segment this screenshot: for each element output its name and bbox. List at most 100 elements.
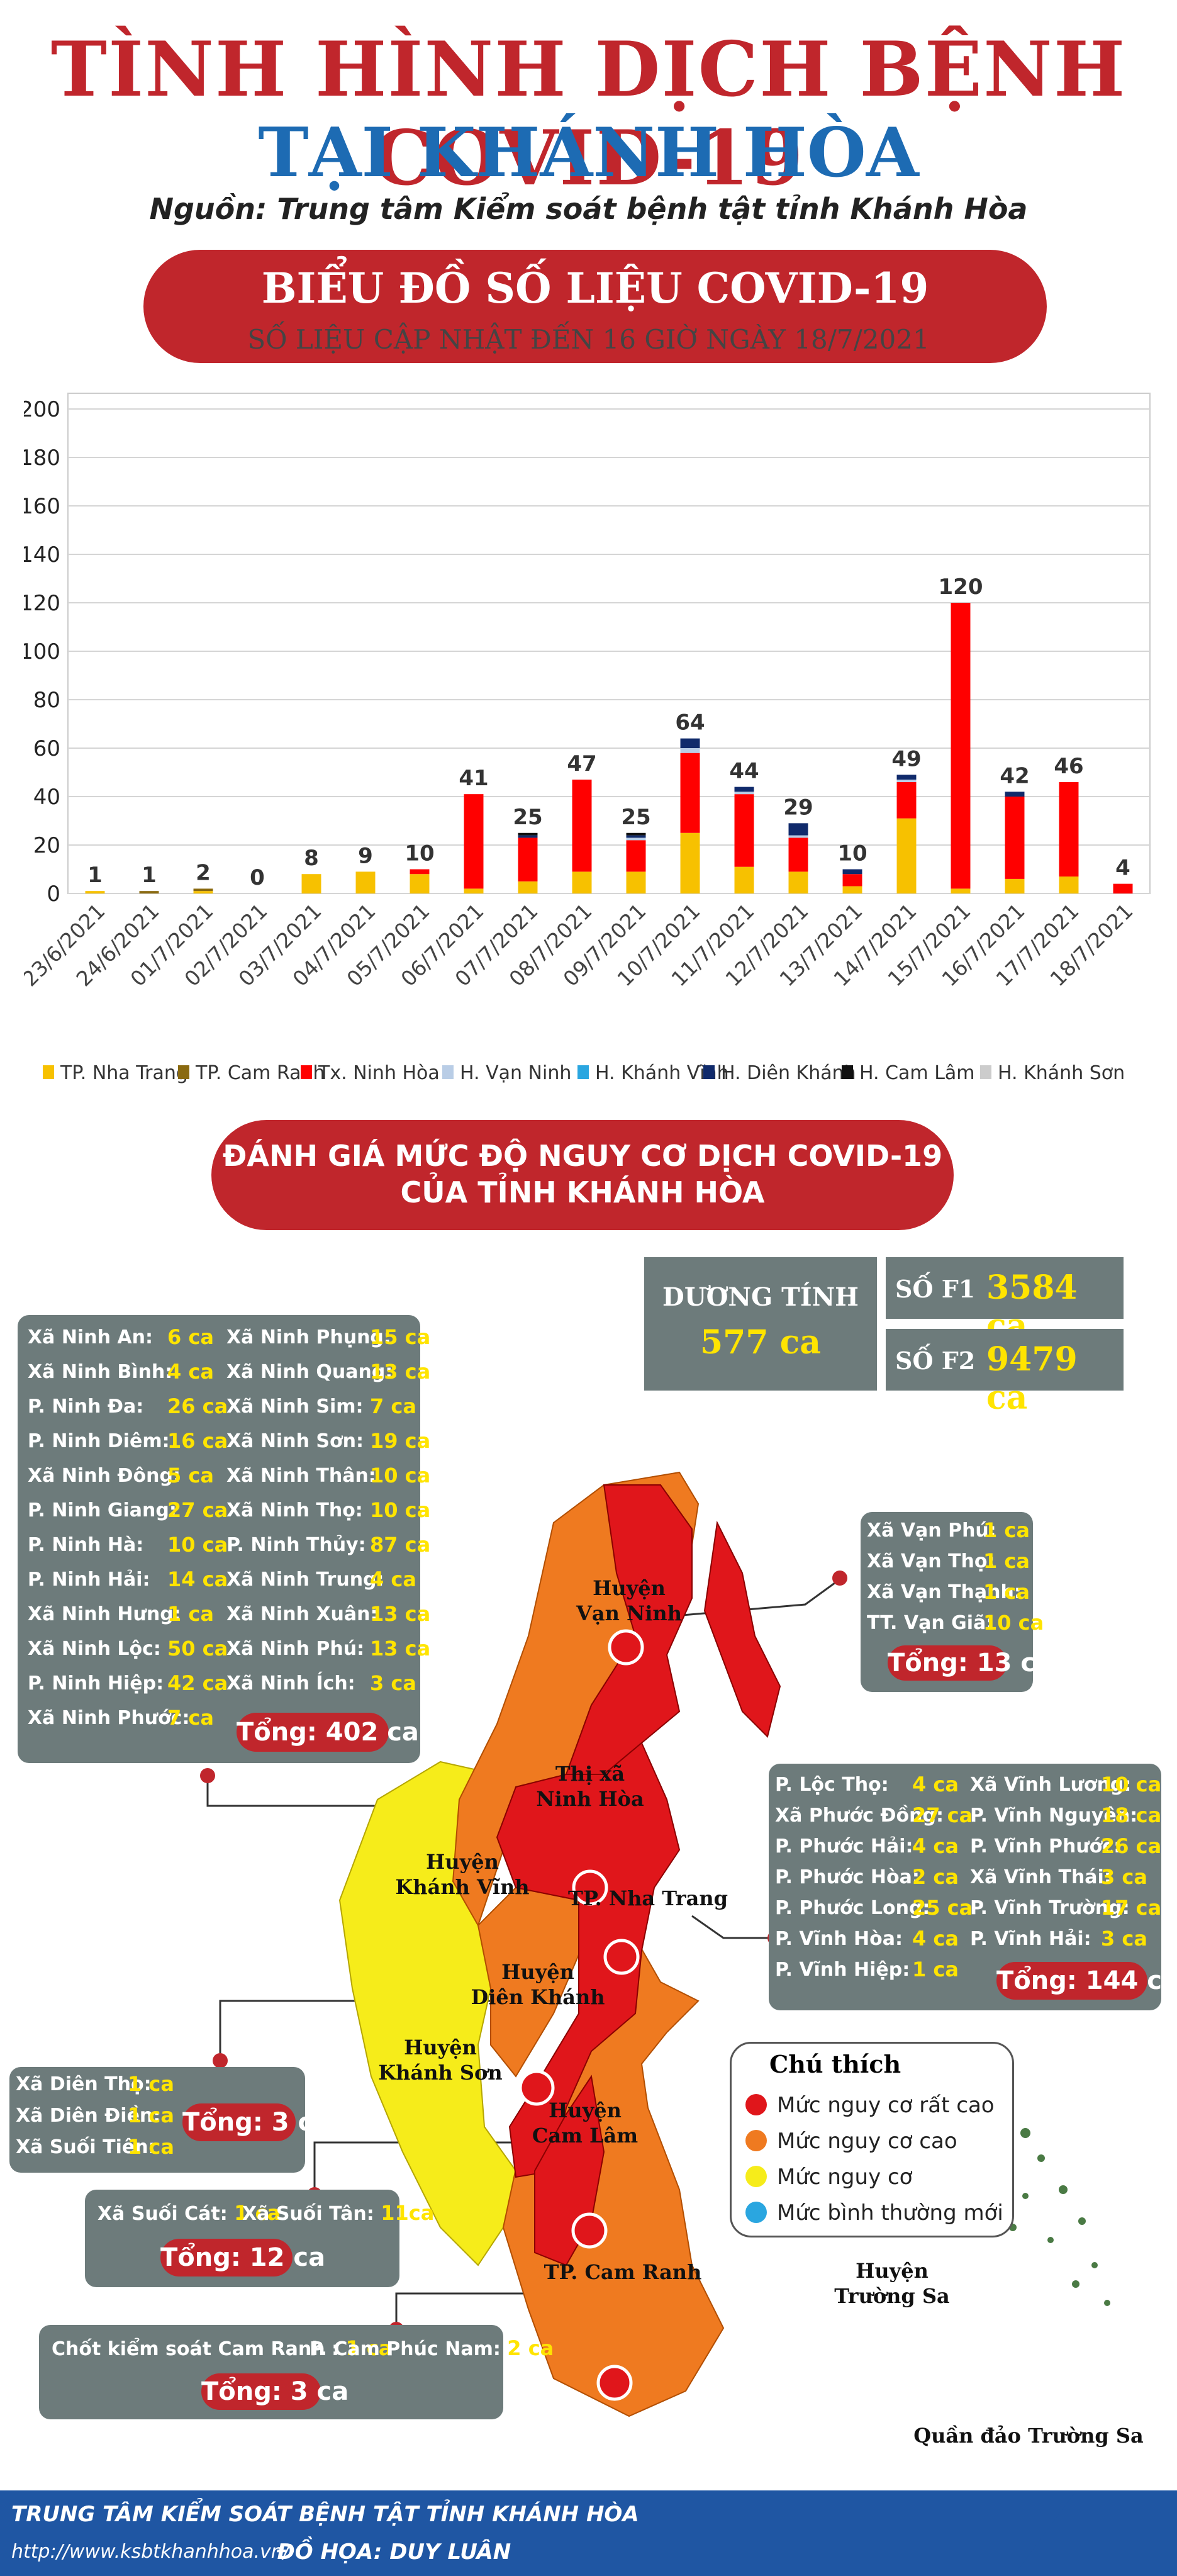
data-label: 25: [513, 805, 542, 830]
data-label: 29: [783, 795, 813, 820]
ninh-hoa-left-row-value: 26 ca: [167, 1394, 228, 1418]
map-label-khanh-son-2: Khánh Sơn: [378, 2061, 502, 2085]
bar-segment: [896, 781, 917, 819]
nha-trang-right-row-value: 17 ca: [1101, 1896, 1162, 1920]
chart-title-banner: BIỂU ĐỒ SỐ LIỆU COVID-19: [143, 250, 1047, 363]
virus-icon: [596, 2365, 633, 2401]
map-label-cam-lam-2: Cam Lâm: [532, 2124, 638, 2148]
legend-color-dot: [745, 2130, 767, 2151]
nha-trang-right-row-name: P. Vĩnh Nguyên:: [970, 1805, 1138, 1827]
data-label: 0: [250, 865, 265, 890]
ninh-hoa-left-row-value: 14 ca: [167, 1567, 228, 1591]
nha-trang-right-row-name: P. Vĩnh Phước:: [970, 1835, 1122, 1857]
truong-sa-islands: [990, 2104, 1110, 2306]
legend-swatch: [577, 1065, 589, 1079]
plot-area: [67, 393, 1151, 894]
ninh-hoa-left-row-value: 42 ca: [167, 1671, 228, 1695]
nha-trang-right-row-value: 3 ca: [1101, 1865, 1147, 1889]
virus-icon: [608, 1629, 644, 1666]
map-label-truong-sa-2: Trường Sa: [834, 2284, 950, 2308]
ninh-hoa-left-row-name: Xã Ninh Đông:: [28, 1465, 181, 1487]
f2-value: 9479 ca: [986, 1340, 1078, 1417]
cam-lam-box: Xã Suối Cát: 1 ca Xã Suối Tân: 11ca Tổng…: [85, 2190, 434, 2287]
bar-segment: [410, 869, 430, 875]
nha-trang-left-row-value: 4 ca: [912, 1927, 959, 1951]
y-tick-label: 100: [24, 639, 60, 664]
bar-segment: [518, 832, 538, 836]
nha-trang-left-row-value: 27 ca: [912, 1803, 973, 1827]
map-label-dien-khanh-1: Huyện: [501, 1960, 574, 1984]
map-red-peninsula: [703, 1520, 781, 1738]
nha-trang-right-row-value: 18 ca: [1101, 1803, 1162, 1827]
legend-title: Chú thích: [769, 2050, 901, 2078]
data-label: 1: [142, 863, 157, 888]
map-label-khanh-son-1: Huyện: [404, 2036, 477, 2059]
legend-item-label: Mức nguy cơ rất cao: [777, 2093, 995, 2118]
van-ninh-row-value: 1 ca: [983, 1580, 1030, 1604]
nha-trang-left-row-name: P. Vĩnh Hiệp:: [775, 1959, 910, 1981]
ninh-hoa-left-row-value: 7 ca: [167, 1706, 214, 1730]
risk-title-banner: ĐÁNH GIÁ MỨC ĐỘ NGUY CƠ DỊCH COVID-19 CỦ…: [211, 1120, 954, 1230]
legend-swatch: [842, 1065, 853, 1079]
dien-khanh-row-value: 1 ca: [128, 2072, 174, 2096]
risk-title-line1: ĐÁNH GIÁ MỨC ĐỘ NGUY CƠ DỊCH COVID-19: [222, 1139, 943, 1173]
data-label: 41: [459, 766, 488, 791]
ninh-hoa-right-row-value: 13 ca: [370, 1360, 431, 1384]
footer: TRUNG TÂM KIỂM SOÁT BỆNH TẬT TỈNH KHÁNH …: [0, 2490, 1177, 2576]
connector-cam-ranh: [395, 2292, 535, 2328]
nha-trang-total: Tổng: 144 ca: [996, 1962, 1177, 2000]
van-ninh-row-name: Xã Vạn Phú:: [867, 1520, 996, 1542]
bar-segment: [951, 603, 971, 889]
ninh-hoa-right-row-name: Xã Ninh Thọ:: [226, 1499, 363, 1521]
bar-segment: [1005, 878, 1025, 893]
nha-trang-left-row-value: 2 ca: [912, 1865, 959, 1889]
positive-value: 577 ca: [700, 1323, 821, 1362]
van-ninh-row-value: 1 ca: [983, 1549, 1030, 1573]
legend-label: H. Vạn Ninh: [460, 1062, 571, 1084]
cam-ranh-box: Chốt kiểm soát Cam Ranh : 1 ca P. Cam Ph…: [39, 2325, 554, 2419]
bar-segment: [680, 748, 700, 753]
bar-segment: [626, 871, 646, 893]
data-label: 10: [404, 841, 434, 866]
cam-ranh-left-name: Chốt kiểm soát Cam Ranh :: [52, 2338, 340, 2360]
page-title: TÌNH HÌNH DỊCH BỆNH COVID-19: [50, 25, 1127, 203]
map-label-khanh-vinh-2: Khánh Vĩnh: [396, 1875, 530, 1899]
nha-trang-left-row-name: P. Vĩnh Hòa:: [775, 1928, 903, 1950]
ninh-hoa-left-row-name: P. Ninh Hà:: [28, 1534, 144, 1556]
ninh-hoa-left-row-name: Xã Ninh Hưng:: [28, 1603, 181, 1625]
bar-segment: [1005, 797, 1025, 879]
ninh-hoa-left-row-name: P. Ninh Đa:: [28, 1396, 144, 1418]
van-ninh-row-name: TT. Vạn Giã:: [867, 1612, 994, 1634]
risk-title-line2: CỦA TỈNH KHÁNH HÒA: [400, 1175, 765, 1209]
f2-label: SỐ F2: [895, 1347, 976, 1375]
ninh-hoa-left-row-value: 10 ca: [167, 1533, 228, 1557]
ninh-hoa-left-row-value: 4 ca: [167, 1360, 214, 1384]
ninh-hoa-left-row-value: 16 ca: [167, 1429, 228, 1453]
bar-segment: [788, 823, 808, 836]
dien-khanh-row-name: Xã Suối Tiên:: [16, 2136, 156, 2158]
map-label-van-ninh-1: Huyện: [593, 1576, 666, 1600]
bar-segment: [1005, 792, 1025, 797]
legend-color-dot: [745, 2202, 767, 2223]
y-tick-label: 80: [33, 688, 60, 713]
bar-segment: [842, 869, 862, 875]
van-ninh-box: Xã Vạn Phú: 1 ca Xã Vạn Thọ: 1 ca Xã Vạn Thạ…: [861, 1512, 1052, 1692]
legend-swatch: [442, 1065, 454, 1079]
cam-ranh-right-name: P. Cam Phúc Nam:: [310, 2338, 501, 2360]
bar-segment: [896, 780, 917, 782]
khanh-hoa-map: Huyện Vạn Ninh Thị xã Ninh Hòa Huyện Khá…: [200, 1471, 1144, 2448]
nha-trang-right-row-value: 26 ca: [1101, 1834, 1162, 1858]
ninh-hoa-right-row-value: 10 ca: [370, 1464, 431, 1487]
bar-segment: [680, 738, 700, 748]
ninh-hoa-right-row-value: 13 ca: [370, 1637, 431, 1660]
bar-segment: [788, 837, 808, 872]
ninh-hoa-left-row-value: 6 ca: [167, 1325, 214, 1349]
ninh-hoa-right-row-name: Xã Ninh Ích:: [226, 1672, 355, 1694]
f1-box: SỐ F1 3584 ca: [886, 1257, 1124, 1345]
page-subtitle: TẠI KHÁNH HÒA: [258, 113, 919, 193]
bar-segment: [734, 794, 754, 867]
footer-url[interactable]: http://www.ksbtkhanhhoa.vn/: [11, 2541, 289, 2563]
nha-trang-left-row-value: 4 ca: [912, 1834, 959, 1858]
bar-segment: [139, 891, 159, 893]
bar-segment: [626, 837, 646, 841]
